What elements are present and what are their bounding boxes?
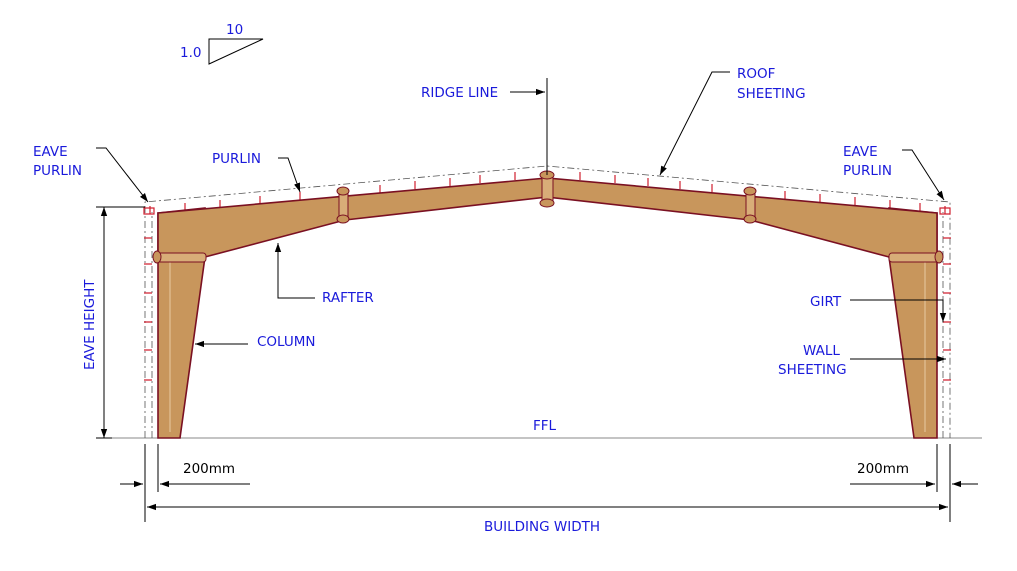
width-dimension bbox=[120, 444, 978, 522]
eave-purlin-left-label-1: EAVE bbox=[33, 144, 68, 160]
wall-sheeting-label-2: SHEETING bbox=[778, 362, 847, 378]
offset-right-label: 200mm bbox=[857, 461, 909, 477]
girt-leader bbox=[850, 299, 947, 322]
slope-rise-label: 1.0 bbox=[180, 45, 201, 61]
purlin-label: PURLIN bbox=[212, 151, 261, 167]
rafter-splice-joints bbox=[152, 170, 944, 264]
girt-label: GIRT bbox=[810, 294, 842, 310]
column-label: COLUMN bbox=[257, 334, 316, 350]
right-rafter bbox=[546, 177, 938, 258]
slope-run-label: 10 bbox=[226, 22, 243, 38]
slope-indicator bbox=[208, 38, 264, 65]
eave-height-dimension bbox=[96, 206, 145, 439]
ffl-label: FFL bbox=[533, 418, 557, 434]
eave-purlin-right-label-2: PURLIN bbox=[843, 163, 892, 179]
rafter-leader bbox=[274, 243, 315, 299]
eave-purlin-right-label-1: EAVE bbox=[843, 144, 878, 160]
ridge-line-label: RIDGE LINE bbox=[421, 85, 498, 101]
roof-sheeting-label-1: ROOF bbox=[737, 66, 775, 82]
roof-sheeting-leader bbox=[659, 71, 730, 176]
eave-height-label: EAVE HEIGHT bbox=[82, 279, 98, 370]
rafter-label: RAFTER bbox=[322, 290, 374, 306]
left-rafter bbox=[157, 177, 548, 258]
roof-sheeting-label-2: SHEETING bbox=[737, 86, 806, 102]
eave-purlin-left-leader bbox=[96, 147, 149, 203]
purlin-leader bbox=[278, 157, 301, 193]
eave-purlin-left-label-2: PURLIN bbox=[33, 163, 82, 179]
offset-left-label: 200mm bbox=[183, 461, 235, 477]
eave-purlin-right-leader bbox=[902, 149, 945, 201]
building-width-label: BUILDING WIDTH bbox=[484, 519, 600, 535]
wall-girts bbox=[144, 237, 951, 381]
wall-sheeting-label-1: WALL bbox=[803, 343, 840, 359]
eave-purlins bbox=[143, 207, 951, 215]
